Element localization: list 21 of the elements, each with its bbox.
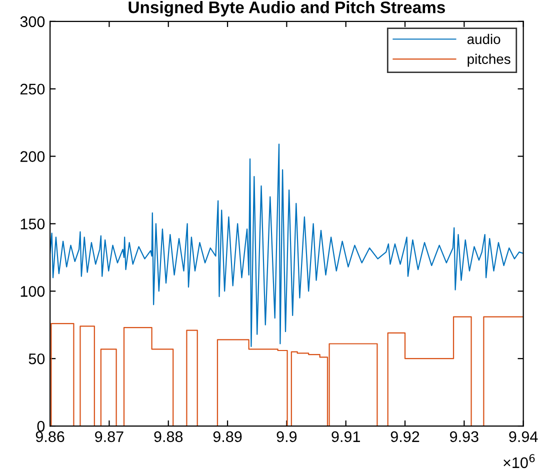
y-tick-label: 150 (20, 218, 45, 230)
y-tick-label: 250 (20, 84, 45, 95)
chart-title: Unsigned Byte Audio and Pitch Streams (128, 1, 445, 17)
y-tick-label: 50 (28, 353, 45, 364)
y-tick-label: 200 (20, 151, 45, 162)
x-tick-label: 9.93 (450, 431, 478, 442)
text: ×10$^{6}$ (504, 454, 535, 468)
y-tick-label: 0 (37, 420, 45, 432)
x-tick-label: 9.94 (509, 431, 538, 442)
x-tick-label: 9.86 (36, 431, 64, 442)
x-tick-label: 9.88 (154, 431, 183, 442)
y-tick-label: 300 (20, 16, 45, 28)
legend-label: audio (467, 34, 500, 44)
x-tick-label: 9.92 (390, 431, 420, 442)
y-tick-label: 100 (20, 286, 45, 297)
x-tick-label: 9.9 (276, 431, 297, 442)
legend-label: pitches (468, 54, 510, 67)
x-tick-label: 9.89 (213, 431, 242, 442)
x-tick-label: 9.91 (332, 431, 360, 442)
x-tick-label: 9.87 (95, 431, 124, 442)
line-series (50, 144, 524, 348)
